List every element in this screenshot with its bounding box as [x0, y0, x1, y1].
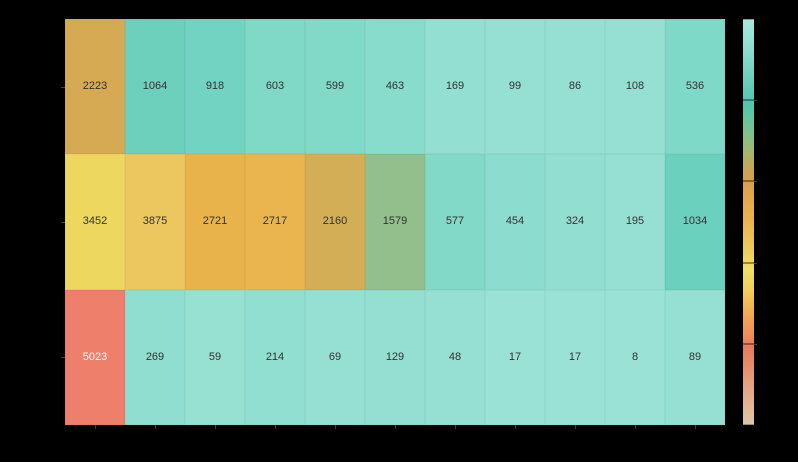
y-axis-tick [61, 357, 65, 358]
heatmap-cell: 577 [425, 154, 485, 290]
heatmap-cell-value: 59 [208, 350, 222, 363]
heatmap-cell-value: 2160 [322, 215, 348, 228]
heatmap-cell-value: 3452 [82, 215, 108, 228]
heatmap-cell: 2721 [185, 154, 245, 290]
heatmap-cell-value: 269 [145, 350, 165, 363]
heatmap-cell: 99 [485, 19, 545, 155]
heatmap-cell-value: 86 [568, 80, 582, 93]
heatmap-cell: 108 [605, 19, 665, 155]
heatmap-cell-value: 3875 [142, 215, 168, 228]
heatmap-cell-value: 454 [505, 215, 525, 228]
heatmap-cell: 5023 [65, 289, 125, 425]
heatmap-cell: 195 [605, 154, 665, 290]
heatmap-cell: 324 [545, 154, 605, 290]
colorbar-tick-mark [754, 262, 757, 264]
heatmap-cell: 603 [245, 19, 305, 155]
heatmap-cell-value: 1579 [382, 215, 408, 228]
colorbar-tick-mark [754, 100, 757, 102]
heatmap-cell-value: 1034 [682, 215, 708, 228]
heatmap-cell: 17 [545, 289, 605, 425]
colorbar-tick-line [743, 342, 754, 345]
heatmap-cell: 599 [305, 19, 365, 155]
heatmap-cell: 463 [365, 19, 425, 155]
heatmap: 2223 1064 918 603 599 463 169 99 86 108 536 3452 387… [65, 19, 725, 425]
x-axis-tick [215, 425, 216, 429]
heatmap-cell-value: 603 [265, 80, 285, 93]
heatmap-cell: 1579 [365, 154, 425, 290]
heatmap-cell: 1064 [125, 19, 185, 155]
heatmap-cell: 169 [425, 19, 485, 155]
x-axis-tick [395, 425, 396, 429]
y-axis-tick [61, 87, 65, 88]
heatmap-cell-value: 918 [205, 80, 225, 93]
heatmap-cell-value: 129 [385, 350, 405, 363]
x-axis-tick [335, 425, 336, 429]
heatmap-cell: 454 [485, 154, 545, 290]
heatmap-cell: 918 [185, 19, 245, 155]
heatmap-cell-value: 17 [568, 350, 582, 363]
colorbar-tick-mark [754, 181, 757, 183]
heatmap-cell: 3875 [125, 154, 185, 290]
heatmap-cell: 59 [185, 289, 245, 425]
x-axis-tick [95, 425, 96, 429]
heatmap-cell: 1034 [665, 154, 725, 290]
heatmap-cell-value: 536 [685, 80, 705, 93]
heatmap-cell: 3452 [65, 154, 125, 290]
heatmap-cell-value: 99 [508, 80, 522, 93]
heatmap-cell-value: 599 [325, 80, 345, 93]
heatmap-cell-value: 89 [688, 350, 702, 363]
heatmap-cell-value: 8 [631, 350, 639, 363]
heatmap-cell-value: 1064 [142, 80, 168, 93]
heatmap-cell: 69 [305, 289, 365, 425]
colorbar-tick-line [743, 180, 754, 183]
heatmap-cell: 8 [605, 289, 665, 425]
heatmap-cell-value: 2223 [82, 80, 108, 93]
heatmap-cell-value: 577 [445, 215, 465, 228]
heatmap-cell-value: 463 [385, 80, 405, 93]
heatmap-cell: 214 [245, 289, 305, 425]
heatmap-cell: 17 [485, 289, 545, 425]
y-axis-tick [61, 222, 65, 223]
x-axis-tick [635, 425, 636, 429]
colorbar-tick-line [743, 261, 754, 264]
x-axis-tick [275, 425, 276, 429]
heatmap-cell: 2160 [305, 154, 365, 290]
colorbar-gradient [743, 19, 754, 425]
heatmap-cell-value: 17 [508, 350, 522, 363]
heatmap-cell-value: 2721 [202, 215, 228, 228]
heatmap-cell: 86 [545, 19, 605, 155]
heatmap-cell-value: 108 [625, 80, 645, 93]
colorbar-tick-line [743, 99, 754, 102]
x-axis-tick [575, 425, 576, 429]
heatmap-cell: 2717 [245, 154, 305, 290]
heatmap-cell: 536 [665, 19, 725, 155]
heatmap-cell-value: 169 [445, 80, 465, 93]
x-axis-tick [155, 425, 156, 429]
x-axis-tick [695, 425, 696, 429]
heatmap-cell: 89 [665, 289, 725, 425]
heatmap-cell-value: 2717 [262, 215, 288, 228]
heatmap-cell: 129 [365, 289, 425, 425]
x-axis-tick [515, 425, 516, 429]
heatmap-cell-value: 69 [328, 350, 342, 363]
heatmap-cell-value: 324 [565, 215, 585, 228]
colorbar [743, 19, 757, 425]
heatmap-cell-value: 195 [625, 215, 645, 228]
heatmap-cell-value: 48 [448, 350, 462, 363]
heatmap-cell: 48 [425, 289, 485, 425]
heatmap-cell: 269 [125, 289, 185, 425]
heatmap-cell: 2223 [65, 19, 125, 155]
colorbar-tick-mark [754, 343, 757, 345]
heatmap-cell-value: 214 [265, 350, 285, 363]
x-axis-tick [455, 425, 456, 429]
heatmap-cell-value: 5023 [82, 350, 108, 363]
